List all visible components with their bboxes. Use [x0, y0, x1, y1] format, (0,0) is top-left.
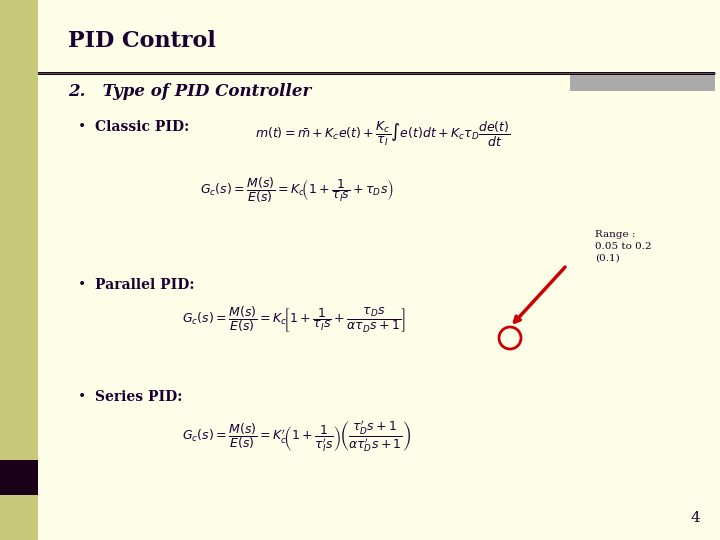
Text: 4: 4	[690, 511, 700, 525]
Text: •: •	[78, 278, 86, 292]
Text: •: •	[78, 120, 86, 134]
Text: (0.1): (0.1)	[595, 254, 620, 263]
Text: PID Control: PID Control	[68, 30, 216, 52]
Text: 2.   Type of PID Controller: 2. Type of PID Controller	[68, 83, 311, 100]
Bar	[0, 0, 38, 540]
Bar	[0, 460, 38, 495]
Text: $G_c(s)=\dfrac{M(s)}{E(s)}=K_c\!\left[1+\dfrac{1}{\tau_I s}+\dfrac{\tau_D s}{\al: $G_c(s)=\dfrac{M(s)}{E(s)}=K_c\!\left[1+…	[182, 305, 406, 335]
Text: Parallel PID:: Parallel PID:	[95, 278, 194, 292]
Text: $G_c(s)=\dfrac{M(s)}{E(s)}=K_c'\!\left(1+\dfrac{1}{\tau_I' s}\right)\!\left(\dfr: $G_c(s)=\dfrac{M(s)}{E(s)}=K_c'\!\left(1…	[182, 418, 411, 454]
Text: Series PID:: Series PID:	[95, 390, 182, 404]
Text: $G_c(s)=\dfrac{M(s)}{E(s)}=K_c\!\left(1+\dfrac{1}{\tau_I s}+\tau_D s\right)$: $G_c(s)=\dfrac{M(s)}{E(s)}=K_c\!\left(1+…	[200, 175, 394, 205]
Text: •: •	[78, 390, 86, 404]
Text: 0.05 to 0.2: 0.05 to 0.2	[595, 242, 652, 251]
Text: $m(t)=\bar{m}+K_c e(t)+\dfrac{K_c}{\tau_I}\int e(t)dt+K_c\tau_D\dfrac{de(t)}{dt}: $m(t)=\bar{m}+K_c e(t)+\dfrac{K_c}{\tau_…	[255, 120, 510, 149]
Bar	[38, 72, 715, 75]
Text: Classic PID:: Classic PID:	[95, 120, 189, 134]
Bar	[570, 75, 715, 91]
Text: Range :: Range :	[595, 230, 635, 239]
